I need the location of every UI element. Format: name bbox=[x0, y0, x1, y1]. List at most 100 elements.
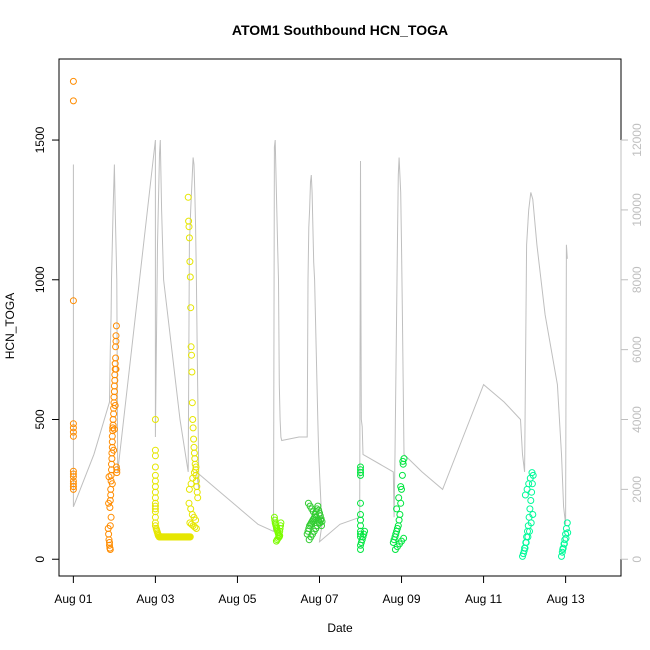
data-point bbox=[318, 522, 325, 530]
data-point bbox=[185, 223, 193, 231]
data-point bbox=[106, 522, 114, 530]
data-point bbox=[106, 541, 113, 549]
y-tick-label: 1500 bbox=[33, 126, 47, 153]
data-point bbox=[400, 534, 408, 542]
y2-tick-label: 12000 bbox=[630, 123, 644, 157]
data-point bbox=[357, 471, 364, 479]
data-point bbox=[398, 485, 405, 493]
data-point bbox=[151, 416, 159, 423]
data-point bbox=[112, 365, 120, 373]
data-point bbox=[107, 513, 115, 521]
data-point bbox=[357, 546, 364, 553]
data-point bbox=[113, 466, 121, 474]
data-point bbox=[558, 548, 566, 556]
data-point bbox=[398, 471, 406, 479]
data-point bbox=[526, 505, 534, 513]
data-point bbox=[69, 428, 77, 436]
data-point bbox=[190, 435, 198, 443]
data-point bbox=[277, 522, 284, 530]
y2-tick-label: 4000 bbox=[630, 406, 644, 433]
data-point bbox=[69, 77, 77, 85]
data-point bbox=[564, 529, 572, 537]
data-point bbox=[69, 432, 77, 440]
data-point bbox=[277, 519, 285, 527]
data-point bbox=[396, 511, 404, 518]
x-tick-label: Aug 11 bbox=[465, 592, 502, 606]
data-point bbox=[151, 452, 159, 460]
data-point bbox=[69, 483, 77, 491]
data-point bbox=[527, 497, 535, 504]
y-tick-label: 0 bbox=[33, 556, 47, 563]
data-point bbox=[187, 304, 195, 312]
data-point bbox=[105, 499, 113, 507]
y2-tick-label: 10000 bbox=[630, 193, 644, 227]
data-point bbox=[186, 533, 194, 541]
data-point bbox=[393, 505, 401, 513]
data-point bbox=[192, 525, 200, 532]
data-point bbox=[111, 402, 119, 409]
data-point bbox=[69, 297, 77, 305]
data-point bbox=[189, 416, 197, 423]
y2-tick-label: 0 bbox=[630, 556, 644, 563]
data-point bbox=[113, 469, 121, 477]
secondary-trace-layer bbox=[72, 139, 568, 544]
y-axis-label: HCN_TOGA bbox=[3, 293, 17, 359]
data-point bbox=[188, 351, 195, 359]
points-layer bbox=[69, 77, 572, 560]
data-point bbox=[69, 420, 77, 428]
data-point bbox=[186, 258, 194, 266]
data-point bbox=[275, 533, 283, 541]
data-point bbox=[189, 424, 197, 432]
data-point bbox=[305, 525, 313, 532]
y2-tick-label: 2000 bbox=[630, 476, 644, 503]
data-point bbox=[69, 97, 77, 105]
x-tick-label: Aug 03 bbox=[136, 592, 174, 606]
data-point bbox=[361, 527, 369, 535]
x-tick-label: Aug 07 bbox=[300, 592, 338, 606]
data-point bbox=[357, 469, 364, 477]
secondary-trace-line bbox=[72, 139, 568, 544]
data-point bbox=[69, 473, 77, 481]
data-point bbox=[527, 519, 535, 527]
data-point bbox=[397, 483, 405, 491]
data-point bbox=[192, 516, 200, 524]
data-point bbox=[69, 470, 77, 478]
data-point bbox=[69, 424, 77, 432]
data-point bbox=[112, 322, 120, 330]
data-point bbox=[187, 343, 195, 351]
data-point bbox=[69, 485, 77, 493]
data-point bbox=[112, 354, 120, 362]
data-point bbox=[106, 504, 114, 511]
data-point bbox=[563, 519, 571, 527]
x-tick-label: Aug 13 bbox=[547, 592, 585, 606]
data-point bbox=[110, 425, 118, 433]
y2-tick-label: 6000 bbox=[630, 336, 644, 363]
data-point bbox=[106, 546, 114, 553]
data-point bbox=[276, 532, 284, 539]
data-point bbox=[191, 523, 199, 531]
data-point bbox=[105, 473, 113, 481]
chart-title: ATOM1 Southbound HCN_TOGA bbox=[232, 22, 448, 38]
data-point bbox=[395, 494, 403, 502]
data-point bbox=[526, 527, 533, 535]
data-point bbox=[188, 399, 196, 407]
y-tick-label: 500 bbox=[33, 409, 47, 429]
data-point bbox=[110, 446, 118, 454]
data-point bbox=[194, 494, 202, 502]
x-tick-label: Aug 05 bbox=[218, 592, 256, 606]
data-point bbox=[360, 530, 368, 538]
x-tick-label: Aug 01 bbox=[54, 592, 92, 606]
data-point bbox=[185, 234, 193, 242]
data-point bbox=[151, 463, 159, 471]
data-point bbox=[186, 273, 194, 281]
data-point bbox=[109, 424, 117, 432]
data-point bbox=[357, 499, 364, 507]
data-point bbox=[399, 457, 407, 465]
x-tick-label: Aug 09 bbox=[383, 592, 421, 606]
data-point bbox=[192, 463, 200, 471]
data-point bbox=[528, 469, 536, 477]
x-axis-label: Date bbox=[327, 621, 353, 635]
data-point bbox=[314, 502, 322, 510]
